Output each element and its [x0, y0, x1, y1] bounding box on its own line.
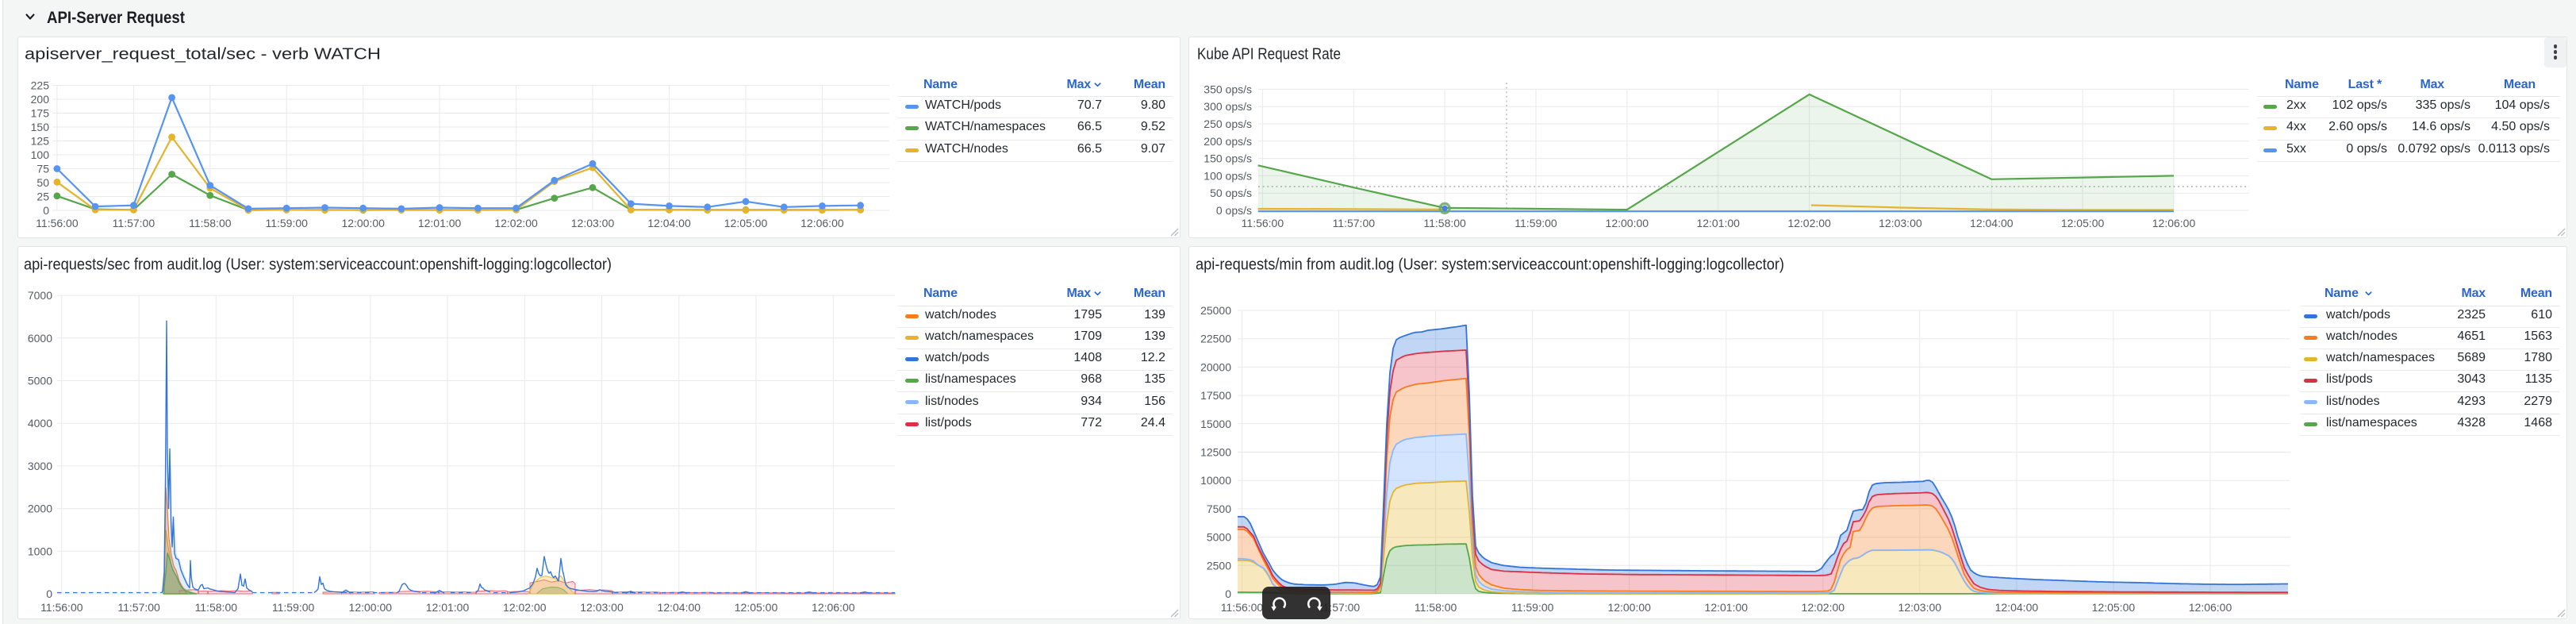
svg-text:12:04:00: 12:04:00	[658, 601, 701, 614]
svg-text:5000: 5000	[28, 375, 52, 387]
svg-text:50: 50	[36, 176, 49, 189]
svg-text:150: 150	[31, 121, 50, 133]
svg-text:5000: 5000	[1207, 531, 1231, 544]
svg-text:11:57:00: 11:57:00	[113, 217, 155, 229]
svg-text:12:00:00: 12:00:00	[349, 601, 393, 614]
svg-text:12:06:00: 12:06:00	[800, 217, 844, 229]
svg-text:75: 75	[36, 163, 49, 175]
svg-text:api-requests/min from audit.lo: api-requests/min from audit.log (User: s…	[1196, 256, 1784, 274]
svg-text:50 ops/s: 50 ops/s	[1210, 187, 1252, 199]
svg-text:25000: 25000	[1200, 304, 1231, 317]
svg-text:12:06:00: 12:06:00	[2152, 217, 2196, 229]
svg-text:150 ops/s: 150 ops/s	[1204, 152, 1252, 165]
svg-text:300 ops/s: 300 ops/s	[1204, 100, 1252, 113]
svg-text:250 ops/s: 250 ops/s	[1204, 117, 1252, 130]
svg-text:200 ops/s: 200 ops/s	[1204, 135, 1252, 148]
svg-text:12:02:00: 12:02:00	[1802, 601, 1845, 614]
svg-text:0: 0	[43, 204, 49, 217]
svg-text:125: 125	[31, 135, 50, 148]
svg-text:12:02:00: 12:02:00	[494, 217, 538, 229]
svg-text:20000: 20000	[1200, 360, 1231, 373]
svg-text:12:05:00: 12:05:00	[2092, 601, 2136, 614]
svg-text:api-requests/sec from audit.lo: api-requests/sec from audit.log (User: s…	[24, 256, 612, 274]
svg-text:2500: 2500	[1207, 559, 1231, 572]
svg-text:12:00:00: 12:00:00	[341, 217, 385, 229]
svg-text:12:05:00: 12:05:00	[724, 217, 768, 229]
svg-text:0 ops/s: 0 ops/s	[1216, 204, 1252, 217]
svg-text:0: 0	[1225, 587, 1231, 600]
svg-text:11:58:00: 11:58:00	[1423, 217, 1466, 229]
svg-text:15000: 15000	[1200, 418, 1231, 430]
svg-text:225: 225	[31, 79, 50, 92]
svg-text:4000: 4000	[28, 417, 52, 429]
svg-text:Kube API Request Rate: Kube API Request Rate	[1197, 45, 1341, 64]
svg-text:11:56:00: 11:56:00	[36, 217, 79, 229]
svg-text:12:03:00: 12:03:00	[1879, 217, 1922, 229]
svg-text:11:57:00: 11:57:00	[117, 601, 160, 614]
svg-text:17500: 17500	[1200, 389, 1231, 402]
svg-text:6000: 6000	[28, 332, 52, 345]
svg-text:11:56:00: 11:56:00	[1242, 217, 1284, 229]
svg-text:175: 175	[31, 107, 50, 120]
svg-text:10000: 10000	[1200, 474, 1231, 487]
svg-text:12:06:00: 12:06:00	[2189, 601, 2232, 614]
svg-text:12:01:00: 12:01:00	[1696, 217, 1740, 229]
svg-text:11:56:00: 11:56:00	[40, 601, 83, 614]
svg-text:100 ops/s: 100 ops/s	[1204, 169, 1252, 182]
svg-text:3000: 3000	[28, 460, 52, 472]
svg-text:22500: 22500	[1200, 333, 1231, 345]
svg-text:11:58:00: 11:58:00	[189, 217, 232, 229]
svg-text:12:03:00: 12:03:00	[580, 601, 624, 614]
svg-text:0: 0	[46, 587, 52, 600]
svg-text:12:01:00: 12:01:00	[1705, 601, 1749, 614]
svg-text:12:05:00: 12:05:00	[2061, 217, 2105, 229]
svg-text:12:00:00: 12:00:00	[1606, 217, 1649, 229]
svg-text:apiserver_request_total/sec -: apiserver_request_total/sec - verb WATCH	[25, 45, 381, 64]
svg-text:2000: 2000	[28, 503, 52, 515]
svg-text:11:58:00: 11:58:00	[1415, 601, 1457, 614]
svg-text:12:00:00: 12:00:00	[1607, 601, 1651, 614]
svg-text:12:02:00: 12:02:00	[503, 601, 547, 614]
svg-text:12:03:00: 12:03:00	[1898, 601, 1942, 614]
svg-text:11:59:00: 11:59:00	[1515, 217, 1557, 229]
svg-text:350 ops/s: 350 ops/s	[1204, 83, 1252, 95]
svg-text:12:05:00: 12:05:00	[735, 601, 778, 614]
svg-text:200: 200	[31, 93, 50, 106]
svg-text:7500: 7500	[1207, 503, 1231, 515]
svg-text:12:02:00: 12:02:00	[1787, 217, 1831, 229]
svg-text:12:01:00: 12:01:00	[426, 601, 470, 614]
svg-text:11:56:00: 11:56:00	[1221, 601, 1264, 614]
svg-text:11:59:00: 11:59:00	[1511, 601, 1554, 614]
svg-text:12:04:00: 12:04:00	[647, 217, 691, 229]
svg-text:100: 100	[31, 148, 50, 161]
svg-text:12:03:00: 12:03:00	[571, 217, 615, 229]
svg-text:1000: 1000	[28, 545, 52, 557]
svg-text:11:57:00: 11:57:00	[1333, 217, 1376, 229]
svg-text:12:01:00: 12:01:00	[418, 217, 462, 229]
svg-text:12:04:00: 12:04:00	[1970, 217, 2014, 229]
svg-text:12:06:00: 12:06:00	[812, 601, 855, 614]
svg-text:API-Server Request: API-Server Request	[47, 8, 185, 27]
svg-text:11:59:00: 11:59:00	[272, 601, 315, 614]
svg-text:12500: 12500	[1200, 446, 1231, 459]
svg-text:12:04:00: 12:04:00	[1995, 601, 2039, 614]
svg-text:11:58:00: 11:58:00	[195, 601, 238, 614]
svg-text:7000: 7000	[28, 289, 52, 302]
svg-text:25: 25	[36, 191, 49, 203]
svg-text:11:59:00: 11:59:00	[265, 217, 308, 229]
